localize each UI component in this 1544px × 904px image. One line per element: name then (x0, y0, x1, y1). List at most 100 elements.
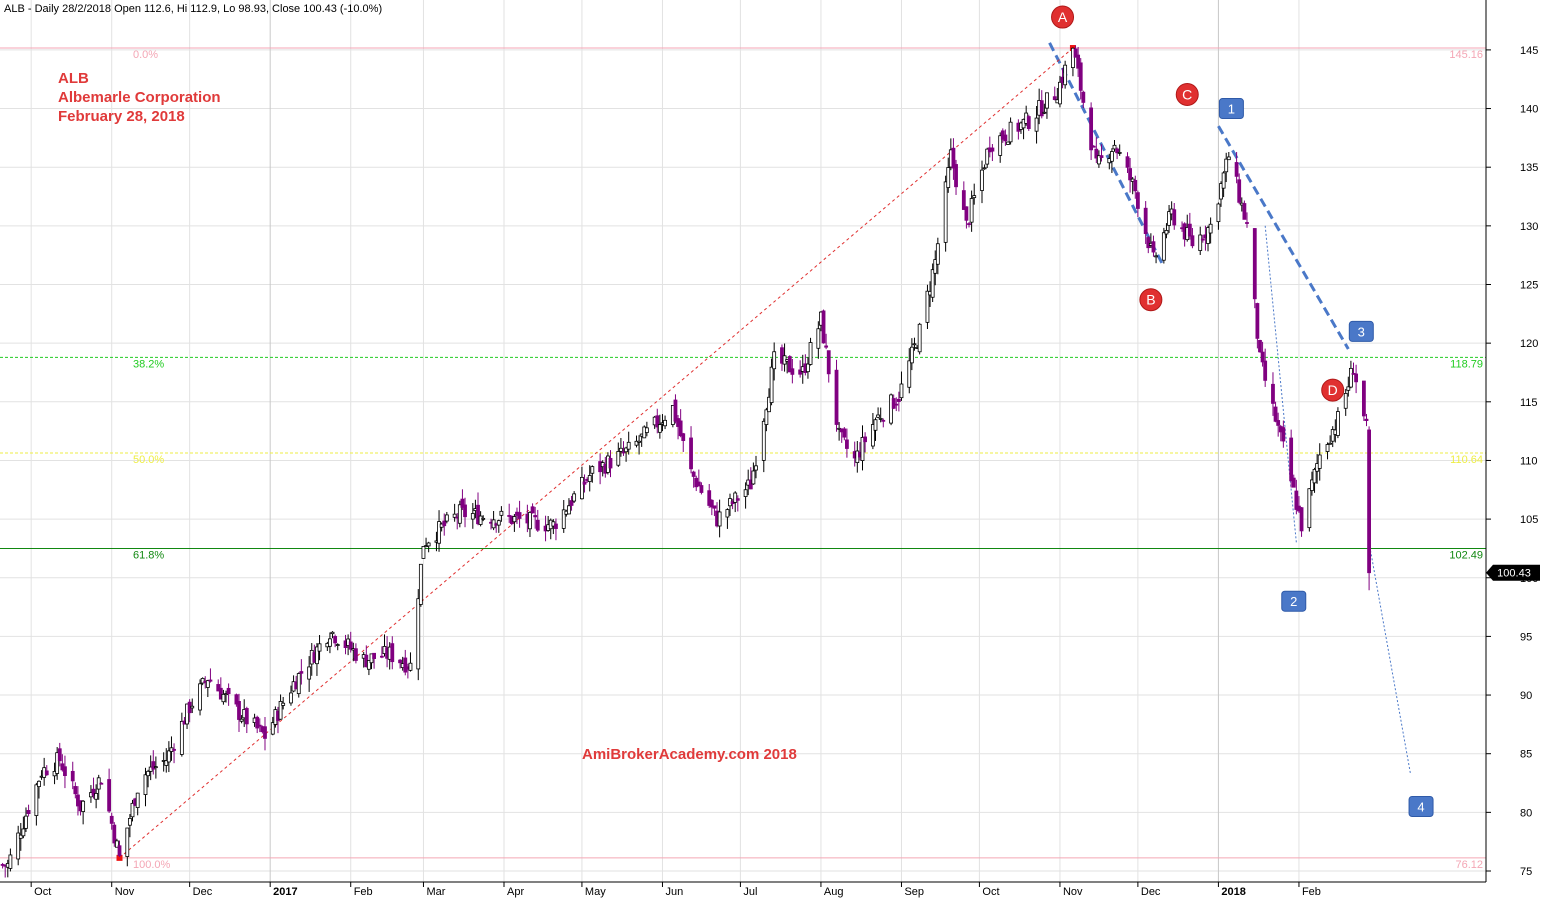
candle-body (24, 815, 28, 829)
candle-body (696, 481, 701, 487)
candle-body (57, 748, 62, 762)
y-tick-label: 80 (1520, 807, 1532, 819)
candle-body (1006, 141, 1010, 145)
candle-body (1343, 392, 1348, 409)
candle-body (1143, 207, 1148, 234)
candle-body (1330, 429, 1335, 442)
candle-body (567, 505, 571, 515)
candle-body (198, 683, 202, 711)
candle-body (221, 693, 226, 703)
candle-body (1271, 383, 1275, 404)
candle-body (637, 440, 641, 443)
candle-body (281, 702, 286, 706)
count-label-text: 1 (1228, 102, 1235, 117)
candle-body (982, 167, 987, 170)
candle-body (754, 465, 758, 471)
candle-body (707, 490, 712, 506)
wave-label-text: B (1146, 292, 1155, 308)
candle-body (691, 471, 696, 477)
candle-body (1361, 380, 1366, 417)
candle-body (1146, 237, 1151, 249)
candle-body (689, 437, 693, 470)
candle-body (582, 481, 587, 485)
x-tick-label: Dec (1141, 886, 1161, 898)
candle-body (618, 447, 623, 452)
watermark: AmiBrokerAcademy.com 2018 (582, 746, 797, 763)
candle-body (476, 504, 480, 525)
y-tick-label: 130 (1520, 221, 1538, 233)
candle-body (1154, 255, 1158, 258)
candle-body (1039, 100, 1044, 117)
candle-body (1045, 92, 1049, 109)
candle-body (733, 492, 738, 503)
x-tick-label: Jul (743, 886, 757, 898)
trendline (1368, 542, 1412, 775)
candle-body (328, 638, 332, 647)
wave-label-text: C (1182, 86, 1192, 102)
candle-body (1099, 155, 1104, 158)
candle-body (143, 774, 148, 795)
y-tick-label: 135 (1520, 162, 1538, 174)
count-label-box (1408, 795, 1434, 817)
candle-body (626, 441, 631, 450)
candle-body (751, 470, 756, 485)
company-label: Albemarle Corporation (58, 89, 221, 106)
candle-body (91, 788, 96, 796)
candle-body (460, 498, 465, 508)
candle-body (354, 648, 358, 661)
candle-body (1291, 477, 1296, 488)
candle-body (1336, 411, 1340, 436)
candle-body (530, 506, 535, 514)
candle-body (463, 504, 467, 518)
candle-body (151, 761, 156, 770)
candle-body (512, 516, 517, 523)
candle-body (1078, 62, 1083, 91)
candle-body (478, 515, 483, 525)
candle-body (135, 792, 140, 808)
candle-body (894, 403, 899, 406)
candle-body (644, 427, 649, 433)
candle-body (580, 476, 584, 500)
x-tick-label: Feb (1302, 886, 1321, 898)
fib-value-label: 118.79 (1450, 358, 1483, 370)
candle-body (935, 243, 940, 265)
candle-body (608, 457, 613, 469)
candle-body (821, 310, 826, 344)
y-tick-label: 85 (1520, 749, 1532, 761)
candle-body (1042, 111, 1047, 114)
wave-labels: A B C D 1 2 3 4 (1051, 5, 1434, 817)
candle-body (112, 824, 117, 844)
candle-body (1260, 351, 1265, 363)
candle-body (1263, 360, 1268, 381)
candle-body (717, 511, 722, 527)
candle-body (117, 845, 122, 856)
x-tick-label: Dec (193, 886, 213, 898)
x-tick-label: 2017 (273, 886, 297, 898)
trendline (1264, 225, 1297, 543)
last-price-tag (1486, 564, 1540, 581)
candle-body (712, 505, 717, 509)
candle-body (226, 687, 231, 695)
count-label-box (1218, 98, 1244, 120)
candle-body (237, 701, 241, 720)
count-label-text: 4 (1417, 799, 1424, 814)
candle-body (70, 770, 75, 782)
candle-body (73, 786, 78, 795)
y-tick-label: 120 (1520, 338, 1538, 350)
candle-body (115, 840, 119, 848)
fibonacci-levels: 0.0% 145.16 38.2% 118.79 50.0% 110.64 61.8% 102… (0, 47, 1486, 871)
candle-body (917, 323, 922, 353)
candle-body (681, 433, 686, 441)
candle-body (1089, 107, 1094, 151)
candle-body (1151, 241, 1156, 253)
candle-body (1003, 134, 1008, 142)
candle-body (418, 563, 423, 605)
price-axis: 7580859095100105110115120125130135140145… (1485, 0, 1540, 882)
candle-body (127, 818, 132, 826)
candle-body (634, 440, 639, 446)
candle-body (125, 827, 130, 857)
time-axis: Oct Nov Dec 2017 Feb Mar Apr May Jun Jul Aug Sep Oct… (0, 881, 1486, 898)
x-tick-label: Jun (665, 886, 683, 898)
